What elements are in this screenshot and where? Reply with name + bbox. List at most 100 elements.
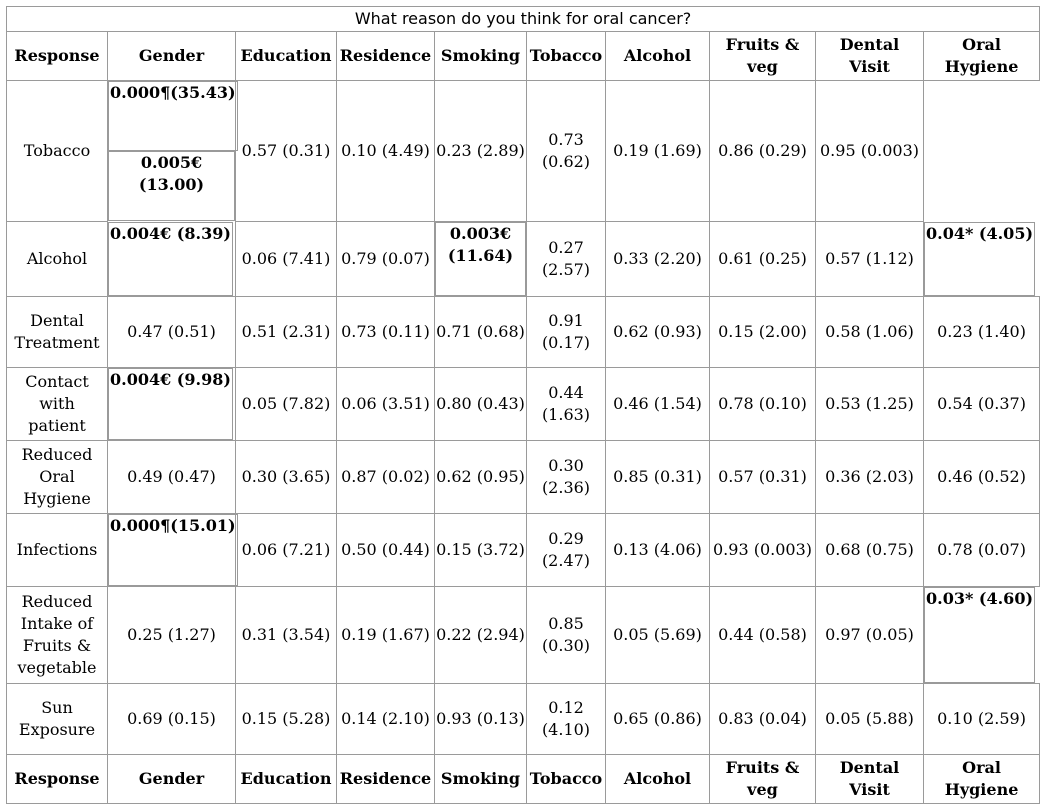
cell-oral-hygiene: 0.95 (0.003)	[815, 80, 924, 222]
cell-tobacco: 0.44 (1.63)	[526, 366, 606, 441]
cell-education: 0.06 (7.41)	[235, 220, 337, 297]
cell-tobacco: 0.12 (4.10)	[526, 682, 606, 755]
cell-oral-hygiene: 0.04* (4.05)	[924, 221, 1036, 296]
cell-alcohol: 0.73 (0.62)	[526, 80, 606, 222]
response-label: Dental Treatment	[6, 295, 108, 368]
cell-gender: 0.004€ (8.39)	[108, 221, 233, 296]
footer-alcohol: Alcohol	[605, 753, 710, 804]
cell-education: 0.005€ (13.00)	[108, 151, 235, 221]
header-tobacco: Tobacco	[526, 31, 606, 81]
table-row: Reduced Intake of Fruits & vegetable 0.25…	[6, 585, 1040, 684]
header-residence: Residence	[336, 31, 435, 81]
cell-alcohol: 0.62 (0.93)	[605, 295, 710, 368]
table-row: Dental Treatment 0.47 (0.51) 0.51 (2.31) 0.…	[6, 295, 1041, 368]
cell-fruits-veg: 0.61 (0.25)	[709, 220, 816, 297]
table-container: What reason do you think for oral cancer…	[5, 6, 1041, 804]
cell-alcohol: 0.85 (0.31)	[605, 439, 710, 514]
cell-tobacco: 0.29 (2.47)	[526, 512, 606, 587]
cell-fruits-veg: 0.83 (0.04)	[709, 682, 816, 755]
cell-fruits-veg: 0.93 (0.003)	[709, 512, 816, 587]
footer-dental-visit: Dental Visit	[815, 753, 924, 804]
response-label: Alcohol	[6, 220, 108, 297]
cell-dental-visit: 0.68 (0.75)	[815, 512, 924, 587]
table-row: Infections 0.000¶(15.01)0.06 (7.21) 0.50 (…	[6, 512, 1041, 587]
footer-oral-hygiene: Oral Hygiene	[922, 753, 1041, 804]
cell-oral-hygiene: 0.78 (0.07)	[922, 512, 1041, 587]
cell-alcohol: 0.65 (0.86)	[605, 682, 710, 755]
header-alcohol: Alcohol	[605, 31, 710, 81]
cell-residence: 0.06 (3.51)	[336, 366, 435, 441]
table-row: Reduced Oral Hygiene 0.49 (0.47) 0.30 (3.6…	[6, 439, 1041, 514]
cell-education: 0.30 (3.65)	[235, 439, 337, 514]
cell-education: 0.31 (3.54)	[235, 585, 337, 684]
cell-gender: 0.000¶(35.43)	[108, 81, 238, 151]
cell-tobacco: 0.30 (2.36)	[526, 439, 606, 514]
response-label: Infections	[6, 512, 108, 587]
cell-alcohol: 0.13 (4.06)	[605, 512, 710, 587]
cell-oral-hygiene: 0.23 (1.40)	[922, 295, 1041, 368]
cell-residence: 0.57 (0.31)	[235, 80, 337, 222]
header-oral-hygiene: Oral Hygiene	[922, 31, 1041, 81]
cell-residence: 0.14 (2.10)	[336, 682, 435, 755]
table-row: Sun Exposure 0.69 (0.15) 0.15 (5.28) 0.14 (…	[6, 682, 1041, 755]
cell-gender: 0.25 (1.27)	[107, 585, 236, 684]
cell-fruits-veg: 0.44 (0.58)	[709, 585, 816, 684]
cell-gender: 0.49 (0.47)	[107, 439, 236, 514]
cell-dental-visit: 0.05 (5.88)	[815, 682, 924, 755]
footer-smoking: Smoking	[434, 753, 527, 804]
footer-residence: Residence	[336, 753, 435, 804]
footer-row: Response Gender Education Residence Smok…	[6, 753, 1041, 804]
cell-education: 0.51 (2.31)	[235, 295, 337, 368]
cell-residence: 0.79 (0.07)	[336, 220, 435, 297]
header-gender: Gender	[107, 31, 236, 81]
header-education: Education	[235, 31, 337, 81]
header-response: Response	[6, 31, 108, 81]
cell-fruits-veg: 0.78 (0.10)	[709, 366, 816, 441]
header-dental-visit: Dental Visit	[815, 31, 924, 81]
header-row: Response Gender Education Residence Smok…	[6, 31, 1041, 81]
cell-tobacco: 0.23 (2.89)	[434, 80, 527, 222]
header-fruits-veg: Fruits & veg	[709, 31, 816, 81]
table-row: Contact with patient 0.004€ (9.98)0.05 (7…	[6, 366, 1041, 441]
response-label: Reduced Intake of Fruits & vegetable	[6, 585, 108, 684]
table-row: Alcohol 0.004€ (8.39)0.06 (7.41) 0.79 (0.0…	[6, 220, 1040, 297]
cell-education: 0.15 (5.28)	[235, 682, 337, 755]
cell-dental-visit: 0.58 (1.06)	[815, 295, 924, 368]
cell-fruits-veg: 0.19 (1.69)	[605, 80, 710, 222]
cell-smoking: 0.93 (0.13)	[434, 682, 527, 755]
footer-response: Response	[6, 753, 108, 804]
cell-education: 0.05 (7.82)	[235, 366, 337, 441]
response-label: Tobacco	[6, 80, 108, 222]
cell-education: 0.06 (7.21)	[235, 512, 337, 587]
response-label: Sun Exposure	[6, 682, 108, 755]
cell-alcohol: 0.46 (1.54)	[605, 366, 710, 441]
response-label: Reduced Oral Hygiene	[6, 439, 108, 514]
cell-dental-visit: 0.36 (2.03)	[815, 439, 924, 514]
cell-gender: 0.004€ (9.98)	[108, 367, 233, 440]
cell-dental-visit: 0.53 (1.25)	[815, 366, 924, 441]
cell-fruits-veg: 0.57 (0.31)	[709, 439, 816, 514]
cell-oral-hygiene: 0.46 (0.52)	[922, 439, 1041, 514]
cell-smoking: 0.71 (0.68)	[434, 295, 527, 368]
cell-gender: 0.69 (0.15)	[107, 682, 236, 755]
cell-dental-visit: 0.57 (1.12)	[815, 220, 924, 297]
cell-smoking: 0.80 (0.43)	[434, 366, 527, 441]
cell-residence: 0.73 (0.11)	[336, 295, 435, 368]
footer-gender: Gender	[107, 753, 236, 804]
oral-cancer-reason-table: What reason do you think for oral cancer…	[5, 6, 1041, 804]
cell-residence: 0.50 (0.44)	[336, 512, 435, 587]
cell-oral-hygiene: 0.03* (4.60)	[924, 586, 1036, 683]
cell-smoking: 0.10 (4.49)	[336, 80, 435, 222]
footer-education: Education	[235, 753, 337, 804]
response-label: Contact with patient	[6, 366, 108, 441]
cell-smoking: 0.62 (0.95)	[434, 439, 527, 514]
cell-oral-hygiene: 0.54 (0.37)	[922, 366, 1041, 441]
cell-alcohol: 0.33 (2.20)	[605, 220, 710, 297]
cell-dental-visit: 0.86 (0.29)	[709, 80, 816, 222]
footer-tobacco: Tobacco	[526, 753, 606, 804]
cell-tobacco: 0.91 (0.17)	[526, 295, 606, 368]
cell-tobacco: 0.27 (2.57)	[526, 220, 606, 297]
header-smoking: Smoking	[434, 31, 527, 81]
cell-oral-hygiene: 0.10 (2.59)	[922, 682, 1041, 755]
footer-fruits-veg: Fruits & veg	[709, 753, 816, 804]
